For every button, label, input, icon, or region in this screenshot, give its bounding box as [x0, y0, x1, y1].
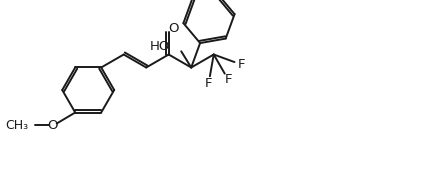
Text: F: F: [237, 58, 245, 71]
Text: CH₃: CH₃: [6, 119, 29, 132]
Text: F: F: [205, 77, 213, 90]
Text: O: O: [168, 22, 179, 35]
Text: F: F: [225, 73, 232, 86]
Text: O: O: [48, 119, 58, 132]
Text: HO: HO: [150, 40, 170, 53]
